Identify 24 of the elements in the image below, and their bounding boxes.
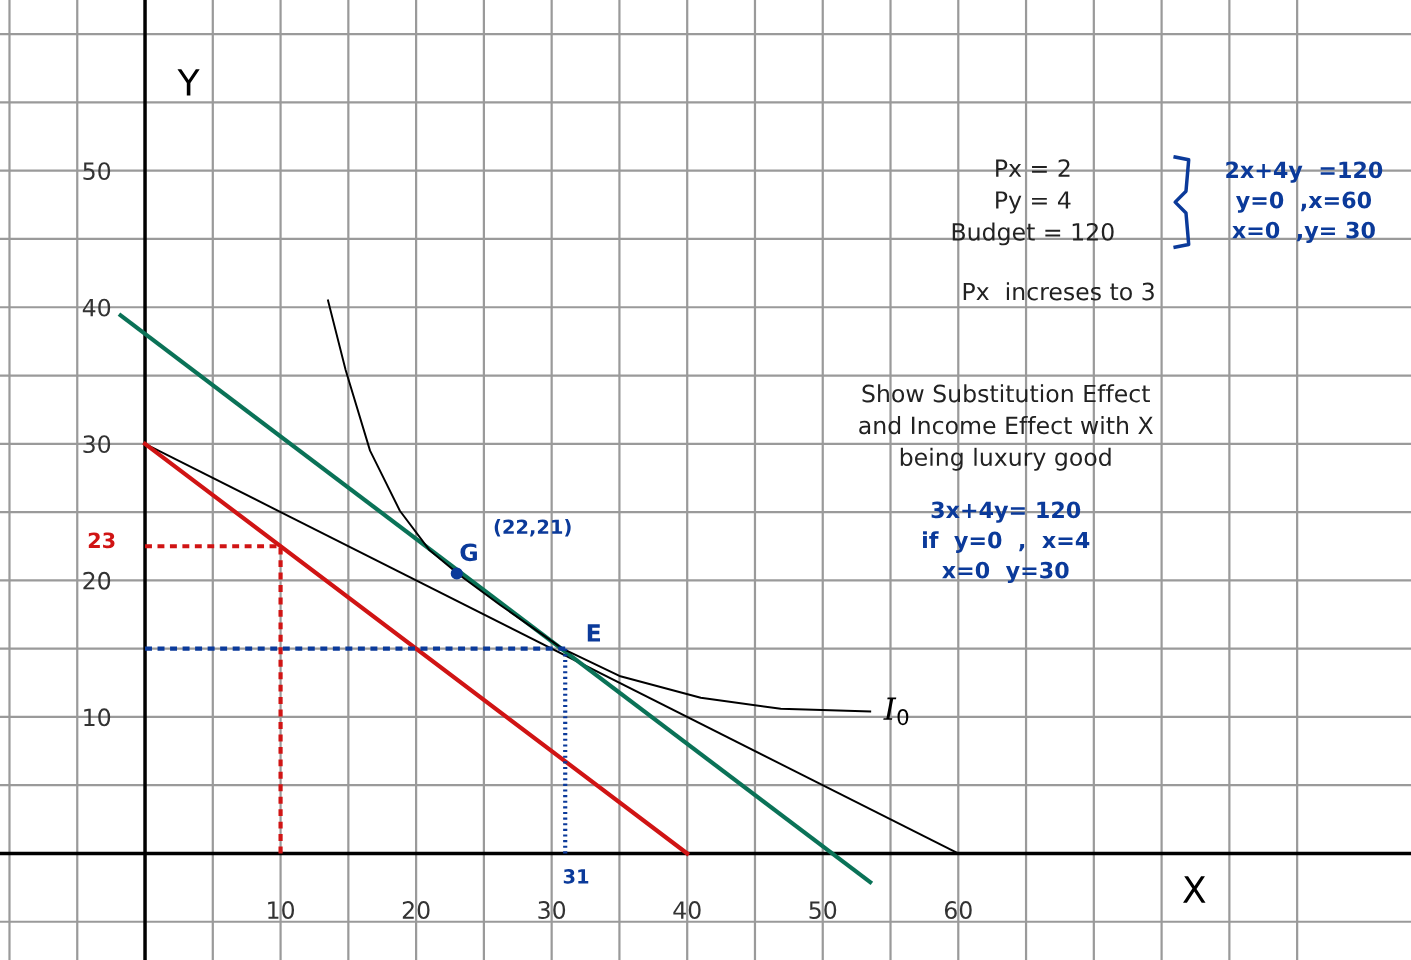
y-tick-label: 20 [83, 571, 111, 590]
annotation: 31 [563, 869, 589, 884]
x-tick-label: 60 [944, 901, 972, 919]
annotation: Show Substitution Effect and Income Effect with X being luxury good [859, 384, 1153, 471]
x-tick-label: 30 [538, 901, 566, 919]
annotation: (22,21) [494, 519, 571, 537]
x-tick-label: 10 [268, 901, 295, 919]
y-tick-label: 50 [83, 162, 111, 180]
series-label: I$_{0}$ [883, 697, 909, 726]
annotation: 3x+4y= 120 if y=0 , x=4 x=0 y=30 [923, 501, 1090, 584]
annotation: Px = 2 Py = 4 Budget = 120 [952, 159, 1114, 246]
y-tick-label: 10 [84, 708, 111, 727]
annotation: E [587, 624, 601, 642]
x-axis-title: X [1183, 876, 1206, 903]
y-tick-label: 30 [83, 435, 111, 454]
annotation: 2x+4y =120 y=0 ,x=60 x=0 ,y= 30 [1226, 161, 1383, 243]
annotation: 23 [88, 532, 115, 549]
annotation: G [460, 543, 477, 562]
x-tick-label: 50 [809, 901, 837, 919]
annotation: Px increses to 3 [963, 282, 1154, 301]
x-tick-label: 20 [402, 901, 430, 919]
y-axis-title: Y [177, 69, 200, 96]
x-tick-label: 40 [673, 901, 701, 919]
y-tick-label: 40 [82, 298, 111, 317]
